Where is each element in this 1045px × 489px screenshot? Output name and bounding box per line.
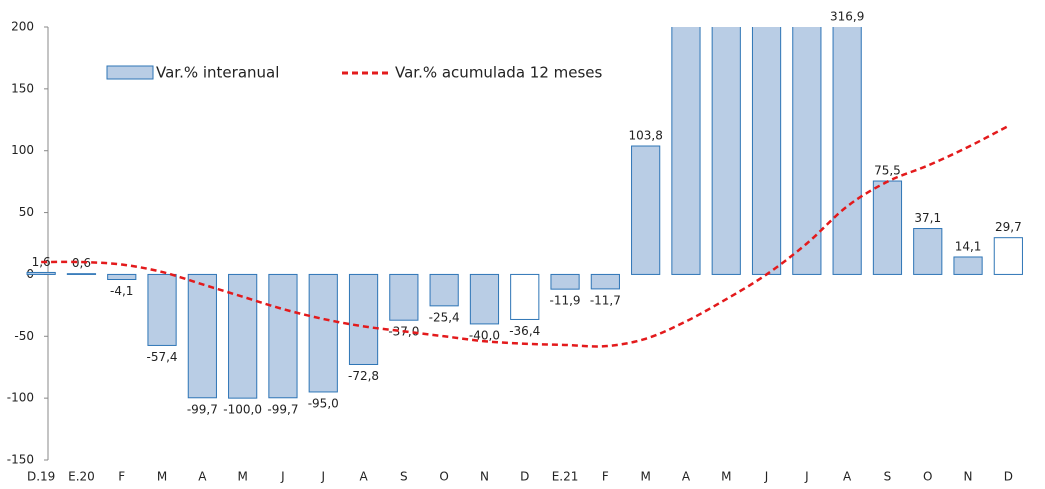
bar xyxy=(26,271,56,275)
value-label: -99,7 xyxy=(187,402,218,416)
y-tick-label: 150 xyxy=(11,81,34,95)
bar xyxy=(107,273,137,281)
x-tick-label: S xyxy=(400,470,408,484)
legend-swatch-bar xyxy=(106,65,154,80)
y-tick-label: 50 xyxy=(19,205,34,219)
legend-label: Var.% acumulada 12 meses xyxy=(395,64,603,82)
x-tick-label: A xyxy=(359,470,368,484)
bar xyxy=(550,273,580,290)
line xyxy=(41,124,1009,348)
x-tick-label: F xyxy=(118,470,125,484)
bar xyxy=(348,273,379,365)
bar xyxy=(953,256,983,275)
value-label: -11,9 xyxy=(550,294,581,308)
bar xyxy=(308,273,338,393)
x-tick-label: D xyxy=(1004,470,1013,484)
bar xyxy=(469,273,500,325)
x-tick-label: E.21 xyxy=(552,470,579,484)
bar xyxy=(832,27,862,275)
x-tick-label: A xyxy=(843,470,852,484)
x-tick-label: O xyxy=(439,470,448,484)
value-label: -11,7 xyxy=(590,293,621,307)
value-label: -40,0 xyxy=(469,328,500,342)
bar xyxy=(66,273,97,275)
bar xyxy=(872,180,903,275)
x-tick-label: F xyxy=(602,470,609,484)
bar xyxy=(590,273,620,290)
y-tick-label: 100 xyxy=(11,143,34,157)
x-tick-label: D xyxy=(520,470,529,484)
x-tick-label: M xyxy=(721,470,731,484)
x-tick-label: S xyxy=(884,470,892,484)
bar xyxy=(711,27,741,275)
bar xyxy=(268,273,298,399)
value-label: -99,7 xyxy=(267,402,298,416)
value-label: 14,1 xyxy=(955,239,982,253)
legend-label: Var.% interanual xyxy=(156,64,279,82)
value-label: -36,4 xyxy=(509,324,540,338)
value-label: -57,4 xyxy=(147,350,178,364)
y-tick-label: -150 xyxy=(7,453,34,467)
x-tick-label: J xyxy=(764,470,769,484)
bar xyxy=(389,273,419,321)
x-tick-label: D.19 xyxy=(27,470,55,484)
x-tick-label: N xyxy=(964,470,973,484)
x-tick-label: E.20 xyxy=(68,470,95,484)
bar xyxy=(671,27,701,275)
value-label: -72,8 xyxy=(348,369,379,383)
bar xyxy=(631,145,661,275)
value-label: -25,4 xyxy=(429,310,460,324)
value-label: 29,7 xyxy=(995,220,1022,234)
value-label: -4,1 xyxy=(110,284,133,298)
y-tick-label: -50 xyxy=(14,329,34,343)
value-label: 37,1 xyxy=(914,211,941,225)
x-tick-label: M xyxy=(237,470,247,484)
x-tick-label: J xyxy=(280,470,285,484)
bar xyxy=(751,27,782,275)
x-tick-label: J xyxy=(320,470,325,484)
value-label: 103,8 xyxy=(628,129,662,143)
bar xyxy=(187,273,217,399)
x-tick-label: M xyxy=(157,470,167,484)
bar xyxy=(510,273,540,320)
value-label: -95,0 xyxy=(308,396,339,410)
x-tick-label: O xyxy=(923,470,932,484)
value-label: -100,0 xyxy=(223,403,262,417)
x-tick-label: N xyxy=(480,470,489,484)
y-tick-label: 200 xyxy=(11,20,34,34)
value-label: 316,9 xyxy=(830,10,864,24)
bar xyxy=(429,273,459,307)
bar xyxy=(792,27,822,275)
bar xyxy=(147,273,177,346)
bar xyxy=(993,237,1023,275)
y-tick-label: -100 xyxy=(7,391,34,405)
bar xyxy=(913,228,943,275)
bar xyxy=(228,273,258,399)
x-tick-label: M xyxy=(640,470,650,484)
value-label: 75,5 xyxy=(874,164,901,178)
x-tick-label: A xyxy=(682,470,691,484)
x-tick-label: J xyxy=(804,470,809,484)
x-tick-label: A xyxy=(198,470,207,484)
